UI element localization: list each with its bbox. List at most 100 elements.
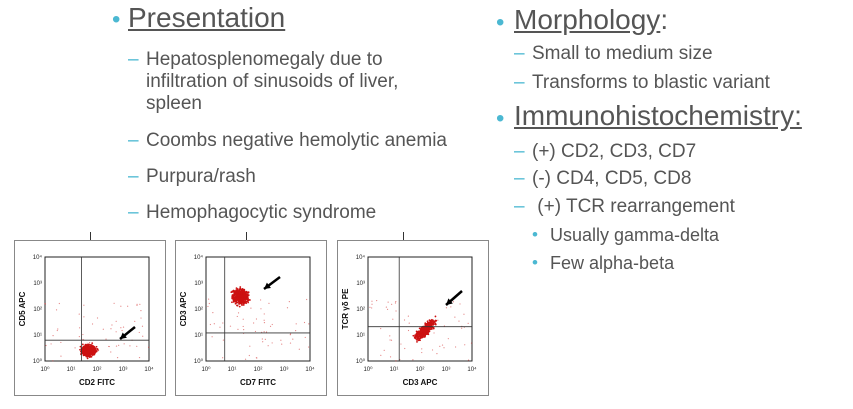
scatter-dot: [247, 291, 250, 294]
scatter-dot: [250, 307, 252, 309]
x-tick-label: 10⁰: [40, 366, 50, 373]
scatter-dot: [136, 304, 138, 307]
scatter-dot: [138, 331, 140, 334]
x-tick-label: 10⁴: [467, 366, 477, 373]
scatter-dot: [441, 344, 444, 346]
scatter-dot: [428, 323, 431, 325]
scatter-dot: [142, 335, 144, 337]
scatter-dot: [467, 322, 469, 325]
presentation-item-2: Coombs negative hemolytic anemia: [146, 130, 447, 151]
scatter-dot: [268, 302, 270, 304]
scatter-dot: [141, 325, 144, 327]
scatter-dot: [222, 357, 224, 359]
morphology-heading: Morphology:: [514, 6, 668, 34]
scatter-dot: [81, 348, 84, 350]
scatter-dot: [238, 297, 241, 300]
scatter-dot: [265, 331, 268, 333]
scatter-dot: [237, 294, 240, 297]
scatter-dot: [115, 320, 117, 322]
scatter-dot: [242, 291, 245, 293]
scatter-dot: [404, 347, 406, 350]
scatter-dot: [412, 359, 414, 361]
scatter-dot: [395, 360, 397, 362]
scatter-dot: [94, 352, 97, 354]
scatter-dot: [219, 326, 221, 328]
scatter-dot: [395, 310, 397, 312]
scatter-dot: [127, 305, 129, 307]
scatter-dot: [78, 313, 80, 315]
morphology-colon: :: [660, 4, 669, 35]
scatter-dot: [263, 319, 265, 321]
presentation-item-4: Hemophagocytic syndrome: [146, 202, 377, 223]
x-tick-label: 10³: [442, 367, 451, 373]
scatter-dot: [213, 323, 215, 325]
scatter-dot: [418, 335, 420, 337]
scatter-dot: [386, 308, 389, 310]
y-axis-label: CD5 APC: [18, 291, 27, 326]
scatter-dot: [87, 345, 89, 347]
scatter-dot: [262, 341, 264, 343]
x-axis-label: CD3 APC: [403, 378, 438, 387]
y-tick-label: 10¹: [33, 333, 42, 339]
y-tick-label: 10⁴: [356, 254, 366, 261]
scatter-dot: [93, 353, 96, 356]
scatter-dot: [79, 348, 81, 351]
flow-plot-3: 10⁰ 10¹ 10² 10³ 10⁴ 10⁴ 10³ 10² 10¹ 10⁰ CD3 APC TCR…: [337, 240, 489, 396]
y-tick-label: 10⁴: [194, 254, 204, 261]
x-tick-label: 10¹: [67, 367, 76, 373]
x-tick-label: 10⁰: [201, 366, 211, 373]
scatter-dot: [140, 310, 142, 312]
scatter-dot: [259, 299, 262, 301]
scatter-dot: [403, 319, 406, 321]
scatter-dot: [260, 308, 262, 310]
scatter-dot: [139, 303, 141, 305]
scatter-dot: [415, 330, 418, 333]
scatter-dot: [437, 319, 439, 321]
scatter-dot: [412, 334, 415, 337]
scatter-dot: [113, 302, 115, 304]
scatter-dot: [416, 339, 418, 341]
scatter-dot: [288, 301, 290, 303]
scatter-dot: [208, 302, 210, 305]
scatter-dot: [111, 324, 113, 326]
scatter-dot: [84, 348, 87, 351]
dash: –: [128, 49, 139, 70]
scatter-dot: [254, 330, 257, 333]
scatter-dot: [115, 331, 117, 333]
presentation-item-1: Hepatosplenomegaly due to infiltration o…: [146, 49, 399, 114]
scatter-dot: [421, 328, 424, 330]
scatter-dot: [86, 351, 89, 354]
scatter-dot: [91, 351, 94, 353]
scatter-dot: [58, 302, 60, 305]
scatter-dot: [82, 352, 85, 355]
scatter-dot: [235, 287, 238, 290]
x-tick-label: 10³: [280, 367, 289, 373]
scatter-dot: [236, 289, 239, 292]
scatter-dot: [243, 297, 246, 300]
scatter-dot: [419, 328, 422, 330]
scatter-dot: [431, 349, 434, 351]
scatter-dot: [426, 328, 429, 331]
scatter-dot: [376, 299, 378, 302]
x-axis-label: CD7 FITC: [240, 378, 276, 387]
scatter-dot: [236, 297, 239, 300]
scatter-dot: [55, 309, 58, 311]
scatter-dot: [433, 332, 435, 334]
scatter-dot: [371, 303, 373, 305]
scatter-dot: [421, 333, 424, 336]
scatter-dot: [454, 316, 456, 318]
y-tick-label: 10⁰: [356, 358, 366, 365]
scatter-dot: [421, 351, 423, 354]
scatter-dot: [416, 340, 418, 343]
scatter-dot: [295, 323, 297, 325]
scatter-dot: [426, 320, 429, 323]
scatter-dot: [298, 348, 300, 350]
scatter-dot: [45, 344, 47, 347]
scatter-dot: [123, 343, 125, 345]
ihc-item-3: (+) TCR rearrangement: [532, 196, 735, 217]
scatter-dot: [371, 300, 373, 302]
y-tick-label: 10⁰: [194, 358, 204, 365]
scatter-dot: [83, 351, 86, 354]
x-tick-label: 10³: [119, 367, 128, 373]
scatter-dot: [238, 305, 241, 308]
